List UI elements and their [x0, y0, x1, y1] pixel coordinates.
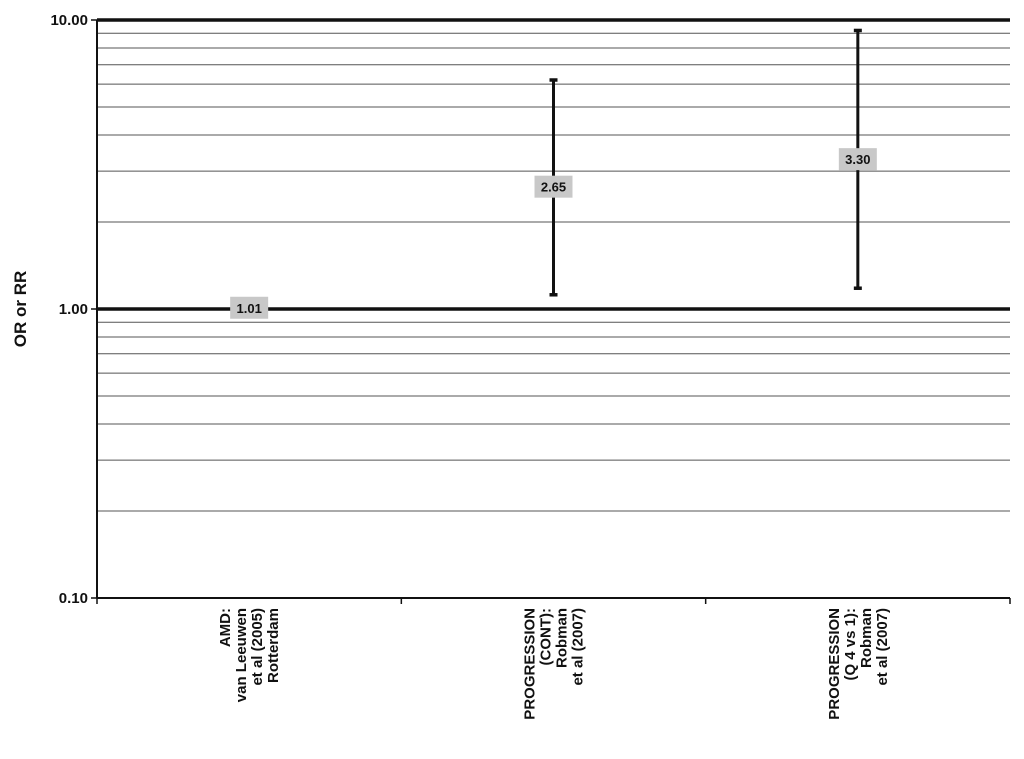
x-category-label-line: van Leeuwen: [233, 608, 250, 702]
x-category-label-line: Robman: [858, 608, 875, 668]
x-category-label-line: Robman: [554, 608, 571, 668]
x-category-label-line: (Q 4 vs 1):: [842, 608, 859, 681]
x-category-label-line: (CONT):: [538, 608, 555, 665]
data-marks: 1.01 2.65 3.30: [230, 28, 877, 319]
y-tick-label: 1.00: [59, 301, 88, 318]
axes: [91, 18, 1011, 604]
x-category-label: PROGRESSION (CONT): Robman et al (2007): [522, 608, 587, 720]
x-category-label-line: AMD:: [217, 608, 234, 647]
y-tick-labels: 0.10 1.00 10.00: [50, 12, 88, 607]
data-label: 2.65: [541, 180, 566, 195]
data-label-box: [230, 296, 269, 319]
x-category-label-line: PROGRESSION: [826, 608, 843, 720]
x-category-label-line: Rotterdam: [265, 608, 282, 683]
x-category-label-line: et al (2005): [249, 608, 266, 686]
data-label: 3.30: [845, 152, 870, 167]
y-tick-label: 10.00: [50, 12, 88, 29]
y-tick-label: 0.10: [59, 590, 88, 607]
y-axis-title: OR or RR: [11, 271, 30, 348]
x-category-label-line: PROGRESSION: [522, 608, 539, 720]
x-category-label-line: et al (2007): [874, 608, 891, 686]
data-label-box: [534, 175, 573, 198]
data-label: 1.01: [237, 301, 262, 316]
data-label-box: [838, 148, 877, 171]
x-category-label: PROGRESSION (Q 4 vs 1): Robman et al (2007): [826, 608, 891, 720]
x-category-label-line: et al (2007): [570, 608, 587, 686]
